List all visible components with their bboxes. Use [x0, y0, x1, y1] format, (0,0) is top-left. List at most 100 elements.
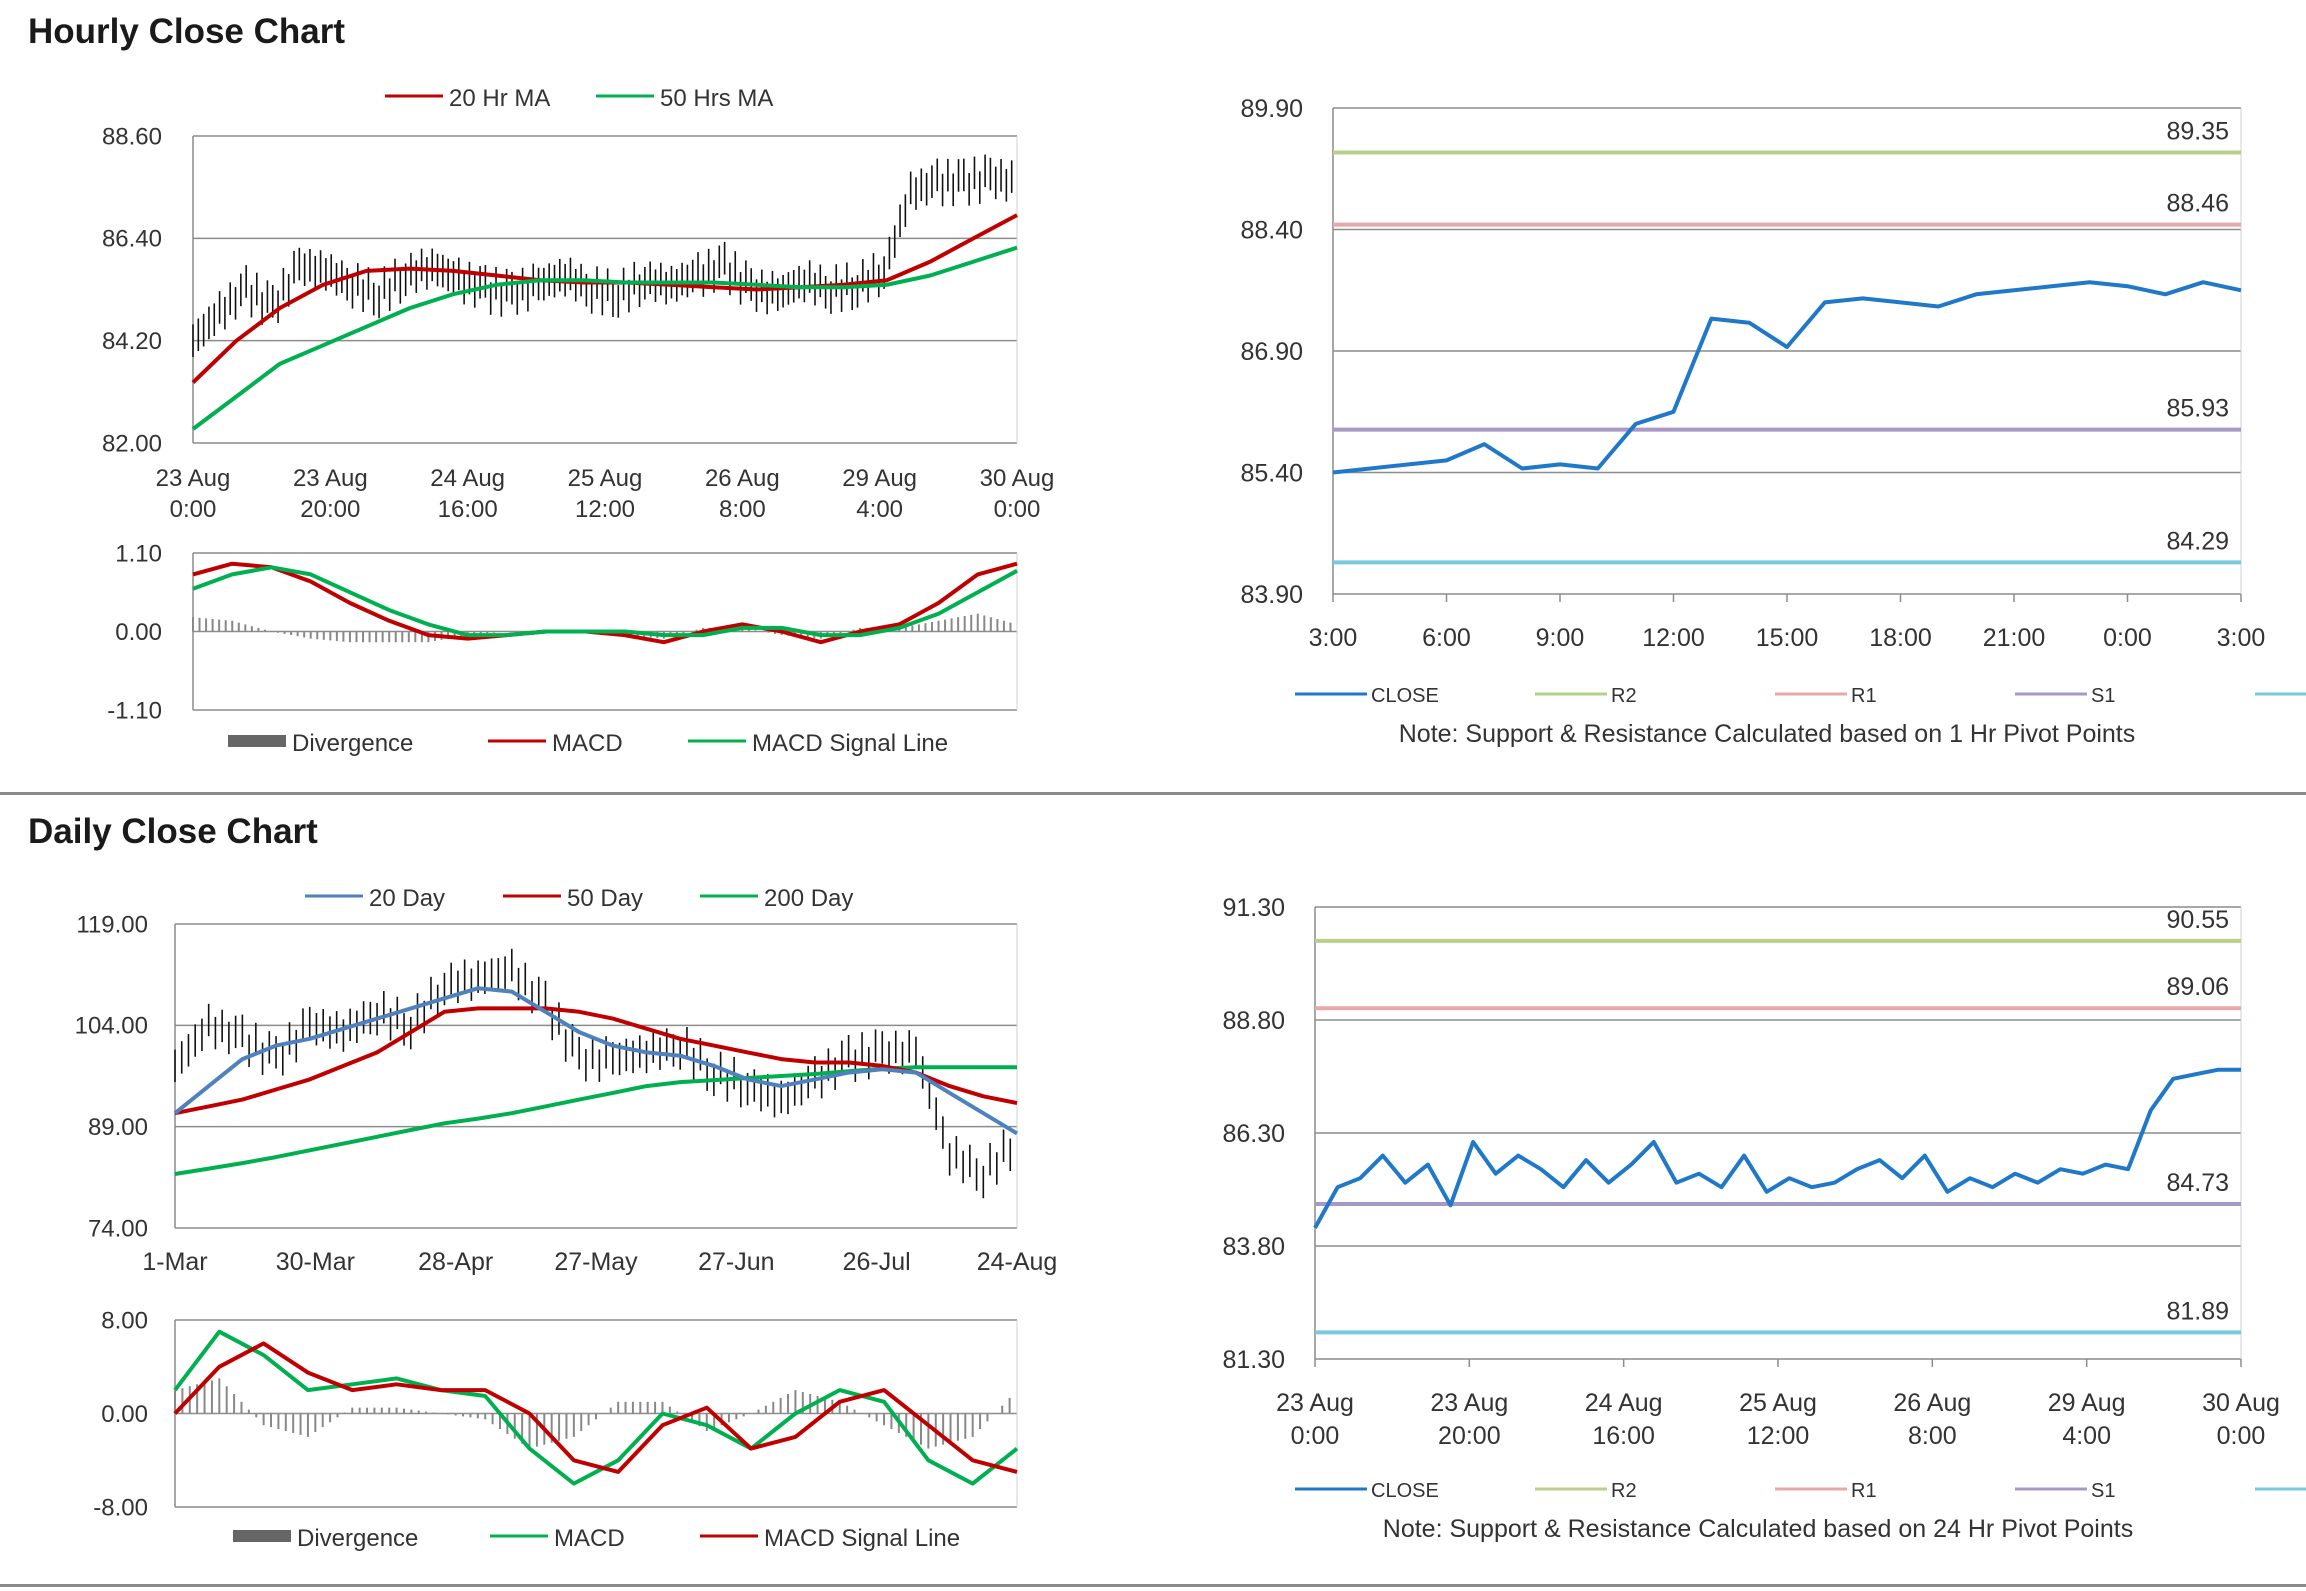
x-tick-label: 29 Aug: [2048, 1389, 2126, 1417]
x-tick-label: 1-Mar: [142, 1248, 207, 1276]
y-tick-label: 85.40: [1240, 459, 1303, 487]
y-tick-label: 88.40: [1240, 216, 1303, 244]
x-tick-label: 27-May: [554, 1248, 638, 1276]
x-tick-label: 27-Jun: [698, 1248, 774, 1276]
legend-label: CLOSE: [1371, 1480, 1439, 1502]
legend-label: R1: [1851, 685, 1877, 707]
x-tick-label: 23 Aug: [156, 465, 231, 492]
y-tick-label: 83.90: [1240, 581, 1303, 609]
legend-label: Divergence: [297, 1525, 418, 1552]
ma-50-line: [191, 245, 1018, 431]
level-s2-label: 84.29: [2166, 527, 2229, 555]
pivot-note: Note: Support & Resistance Calculated ba…: [1383, 1515, 2133, 1543]
macd-line: [173, 1329, 1019, 1486]
section-divider: [0, 792, 2306, 795]
x-tick-label: 30 Aug: [2202, 1389, 2280, 1417]
close-line: [1332, 280, 2242, 475]
x-tick-label: 20:00: [1438, 1422, 1501, 1450]
y-tick-label: 104.00: [75, 1013, 148, 1040]
legend-label: 50 Day: [567, 885, 643, 912]
y-tick-label: 88.80: [1222, 1007, 1285, 1035]
x-tick-label: 30-Mar: [276, 1248, 355, 1276]
x-tick-label: 9:00: [1536, 624, 1585, 652]
macd-signal-line: [173, 1341, 1018, 1474]
x-tick-label: 0:00: [2217, 1422, 2266, 1450]
x-tick-label: 16:00: [438, 496, 498, 523]
daily-price-chart: 20 Day 50 Day 200 Day 119.00 104.00 89.00 74.0…: [75, 885, 1058, 1276]
x-tick-label: 24-Aug: [977, 1248, 1058, 1276]
y-tick-label: 84.20: [102, 328, 162, 355]
legend-label: CLOSE: [1371, 685, 1439, 707]
level-s1-label: 85.93: [2166, 395, 2229, 423]
x-tick-label: 25 Aug: [1739, 1389, 1817, 1417]
y-tick-label: -8.00: [93, 1494, 148, 1521]
x-tick-label: 24 Aug: [430, 465, 505, 492]
legend-label: R2: [1611, 685, 1637, 707]
x-tick-label: 23 Aug: [1430, 1389, 1508, 1417]
x-tick-label: 18:00: [1869, 624, 1932, 652]
x-tick-label: 21:00: [1983, 624, 2046, 652]
daily-pivot-chart: 91.30 88.80 86.30 83.80 81.30 90.55 89.06 84.73…: [1222, 894, 2306, 1543]
legend-label: Divergence: [292, 730, 413, 757]
y-tick-label: 1.10: [115, 540, 162, 567]
legend-label: 20 Hr MA: [449, 85, 550, 112]
legend-label: S1: [2091, 685, 2115, 707]
x-tick-label: 12:00: [1747, 1422, 1810, 1450]
y-tick-label: 0.00: [115, 619, 162, 646]
y-tick-label: 86.40: [102, 226, 162, 253]
x-tick-label: 26-Jul: [843, 1248, 911, 1276]
legend-label: MACD: [552, 730, 623, 757]
level-s2-label: 81.89: [2166, 1297, 2229, 1325]
x-tick-label: 28-Apr: [418, 1248, 493, 1276]
x-tick-label: 4:00: [2062, 1422, 2111, 1450]
y-tick-label: -1.10: [107, 697, 162, 724]
y-tick-label: 8.00: [101, 1307, 148, 1334]
legend-swatch-divergence: [228, 735, 286, 747]
x-tick-label: 23 Aug: [1276, 1389, 1354, 1417]
x-tick-label: 0:00: [170, 496, 217, 523]
legend-label: S1: [2091, 1480, 2115, 1502]
ma-50-line: [174, 1006, 1018, 1116]
legend-label: 50 Hrs MA: [660, 85, 773, 112]
macd-signal-line: [192, 565, 1018, 638]
x-tick-label: 26 Aug: [1893, 1389, 1971, 1417]
legend-label: R2: [1611, 1480, 1637, 1502]
daily-macd-chart: 8.00 0.00 -8.00 Divergence MACD MACD Signal L…: [93, 1307, 1019, 1552]
close-line: [1313, 1067, 2241, 1229]
x-tick-label: 25 Aug: [568, 465, 643, 492]
hourly-pivot-chart: 89.90 88.40 86.90 85.40 83.90 89.35 88.46 85.93…: [1240, 95, 2306, 748]
y-tick-label: 86.30: [1222, 1120, 1285, 1148]
x-tick-label: 0:00: [1291, 1422, 1340, 1450]
y-tick-label: 74.00: [88, 1215, 148, 1242]
pivot-note: Note: Support & Resistance Calculated ba…: [1399, 720, 2136, 748]
y-tick-label: 119.00: [76, 911, 148, 938]
x-tick-label: 0:00: [994, 496, 1041, 523]
x-tick-label: 30 Aug: [980, 465, 1055, 492]
level-s1-label: 84.73: [2166, 1169, 2229, 1197]
hourly-price-chart: 20 Hr MA 50 Hrs MA 88.60 86.40 84.20 82.00 23 …: [102, 85, 1055, 523]
x-tick-label: 24 Aug: [1585, 1389, 1663, 1417]
y-tick-label: 89.90: [1240, 95, 1303, 123]
ma-20-line: [191, 213, 1018, 384]
x-tick-label: 16:00: [1592, 1422, 1655, 1450]
y-tick-label: 88.60: [102, 123, 162, 150]
hourly-section-title: Hourly Close Chart: [28, 12, 345, 51]
x-tick-label: 8:00: [1908, 1422, 1957, 1450]
daily-section-title: Daily Close Chart: [28, 812, 318, 851]
y-tick-label: 89.00: [88, 1114, 148, 1141]
ma-20-line: [173, 986, 1019, 1136]
y-tick-label: 86.90: [1240, 338, 1303, 366]
level-r1-label: 88.46: [2166, 190, 2229, 218]
x-tick-label: 4:00: [856, 496, 903, 523]
x-tick-label: 3:00: [1309, 624, 1358, 652]
x-tick-label: 8:00: [719, 496, 766, 523]
x-tick-label: 26 Aug: [705, 465, 780, 492]
bottom-divider: [0, 1584, 2306, 1587]
y-tick-label: 91.30: [1222, 894, 1285, 922]
legend-label: MACD Signal Line: [752, 730, 948, 757]
legend-label: MACD Signal Line: [764, 1525, 960, 1552]
y-tick-label: 82.00: [102, 430, 162, 457]
x-tick-label: 6:00: [1422, 624, 1471, 652]
x-tick-label: 20:00: [300, 496, 360, 523]
x-tick-label: 0:00: [2103, 624, 2152, 652]
